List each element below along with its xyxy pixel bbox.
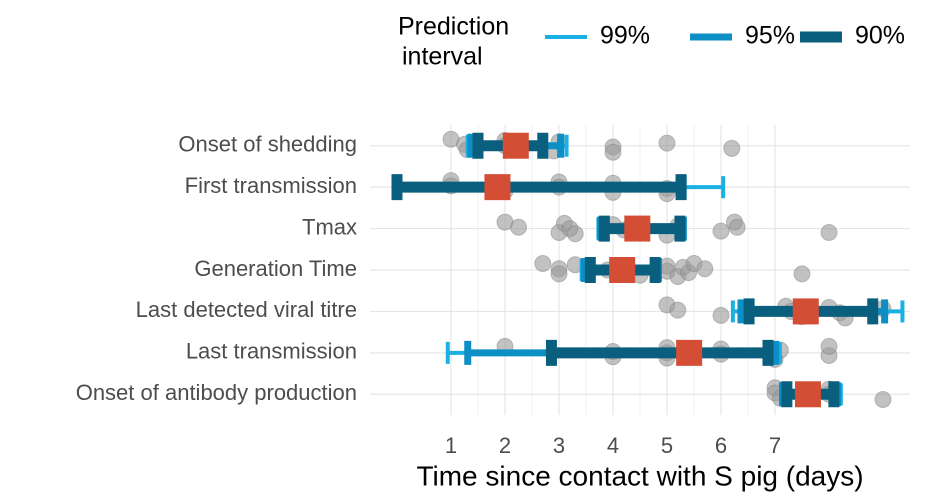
median: [676, 339, 703, 366]
median: [484, 174, 511, 201]
y-tick-label: Tmax: [302, 214, 357, 239]
y-tick-label: Generation Time: [194, 256, 357, 281]
x-tick-label: 5: [661, 433, 673, 458]
data-point: [874, 390, 892, 408]
median: [502, 132, 529, 159]
data-point: [723, 139, 741, 157]
median: [792, 298, 819, 325]
x-tick-label: 3: [553, 433, 565, 458]
y-tick-label: Onset of shedding: [178, 132, 357, 157]
median: [609, 257, 636, 283]
data-point: [820, 223, 838, 241]
legend-label: 99%: [600, 22, 650, 50]
legend-label: 90%: [855, 22, 905, 50]
y-tick-label: First transmission: [185, 173, 357, 198]
data-point: [712, 222, 730, 240]
x-tick-label: 2: [499, 433, 511, 458]
y-tick-label: Onset of antibody production: [76, 380, 357, 405]
x-tick-label: 6: [715, 433, 727, 458]
data-point: [658, 134, 676, 152]
x-axis-title: Time since contact with S pig (days): [416, 460, 863, 491]
x-tick-label: 4: [607, 433, 619, 458]
median: [794, 381, 821, 408]
data-point: [728, 218, 746, 236]
data-point: [566, 225, 584, 243]
y-tick-label: Last transmission: [186, 339, 357, 364]
data-point: [510, 218, 527, 236]
data-point: [669, 301, 687, 319]
legend-label: 95%: [745, 22, 795, 50]
x-tick-label: 1: [445, 433, 457, 458]
legend-title: Prediction: [398, 13, 509, 41]
y-tick-label: Last detected viral titre: [136, 297, 357, 322]
legend-title: interval: [402, 43, 483, 71]
data-point: [793, 265, 811, 283]
x-tick-label: 7: [769, 433, 781, 458]
data-point: [550, 265, 568, 283]
data-point: [696, 260, 714, 278]
data-point: [820, 337, 838, 355]
data-point: [712, 306, 730, 324]
data-point: [534, 255, 552, 272]
median: [624, 215, 651, 242]
data-point: [604, 143, 622, 161]
